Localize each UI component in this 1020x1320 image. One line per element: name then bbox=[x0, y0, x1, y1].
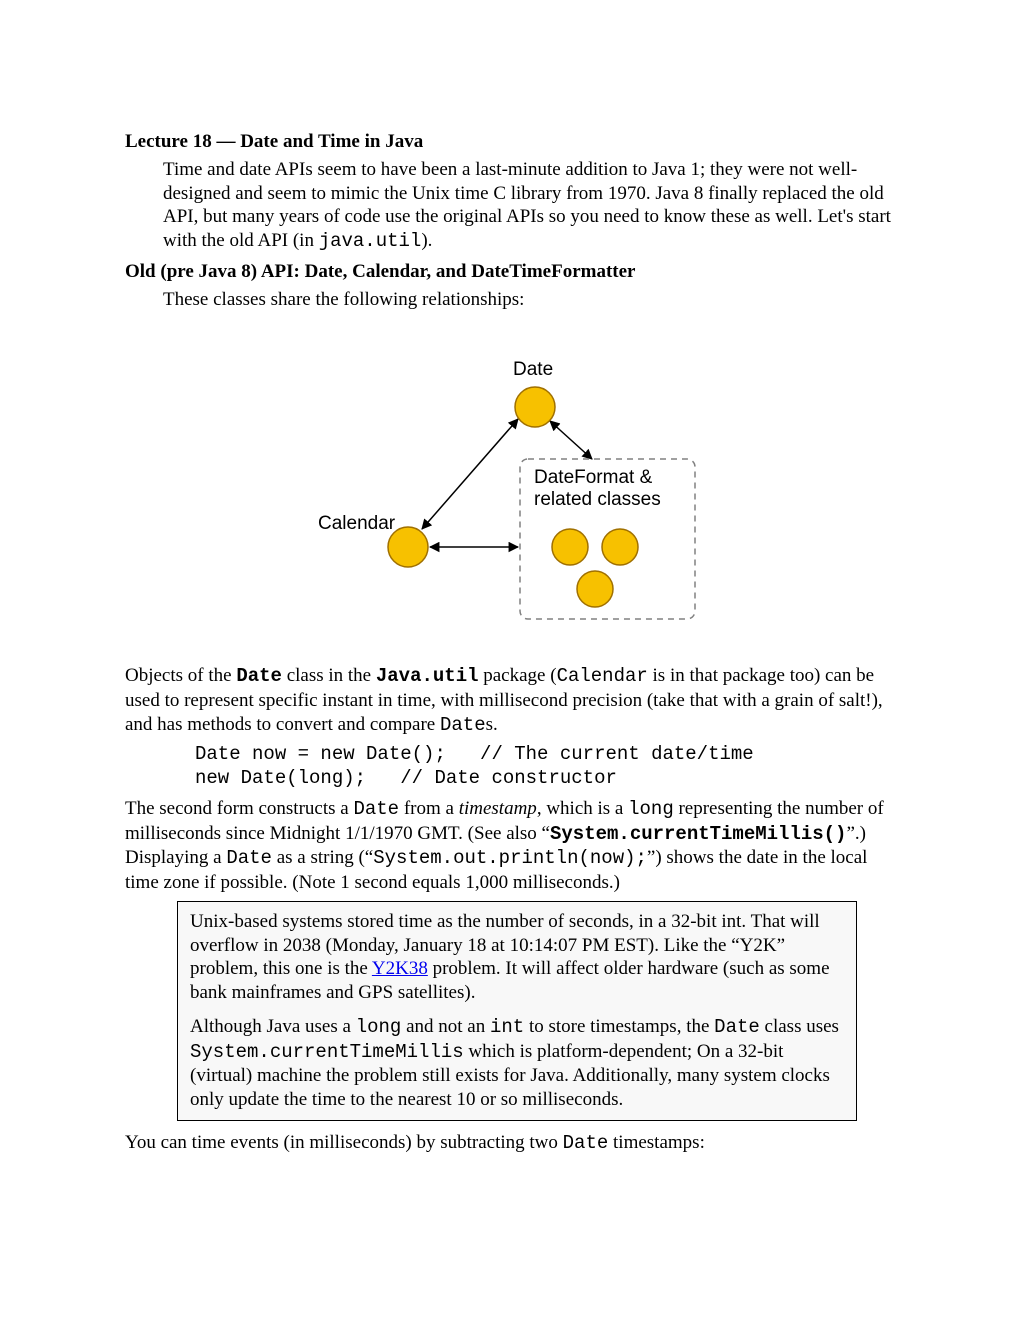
code-long: long bbox=[628, 798, 674, 820]
code-currenttimemillis: System.currentTimeMillis bbox=[190, 1041, 464, 1063]
text: The second form constructs a bbox=[125, 798, 353, 819]
text: from a bbox=[399, 798, 459, 819]
text: , which is a bbox=[537, 798, 628, 819]
intro-paragraph: Time and date APIs seem to have been a l… bbox=[163, 158, 895, 254]
text: class uses bbox=[760, 1016, 839, 1037]
text: You can time events (in milliseconds) by… bbox=[125, 1132, 563, 1153]
intro-text-2: ). bbox=[421, 230, 432, 251]
text: as a string (“ bbox=[272, 847, 373, 868]
code-date: Date bbox=[353, 798, 399, 820]
note-paragraph-2: Although Java uses a long and not an int… bbox=[190, 1015, 844, 1112]
text: s. bbox=[486, 714, 498, 735]
text: package ( bbox=[479, 665, 557, 686]
section-intro: These classes share the following relati… bbox=[163, 288, 895, 312]
svg-text:DateFormat &: DateFormat & bbox=[534, 467, 653, 488]
note-paragraph-1: Unix-based systems stored time as the nu… bbox=[190, 910, 844, 1005]
body-paragraph-1: Objects of the Date class in the Java.ut… bbox=[125, 664, 895, 737]
intro-code-1: java.util bbox=[319, 230, 422, 252]
code-date: Date bbox=[563, 1132, 609, 1154]
text: Objects of the bbox=[125, 665, 236, 686]
y2k38-link[interactable]: Y2K38 bbox=[372, 958, 428, 979]
code-block-constructors: Date now = new Date(); // The current da… bbox=[195, 743, 895, 791]
svg-text:Calendar: Calendar bbox=[318, 513, 396, 534]
svg-text:Date: Date bbox=[513, 359, 553, 380]
page-title: Lecture 18 — Date and Time in Java bbox=[125, 130, 895, 154]
code-date-2: Date bbox=[226, 847, 272, 869]
text: Although Java uses a bbox=[190, 1016, 356, 1037]
page: Lecture 18 — Date and Time in Java Time … bbox=[0, 0, 1020, 1320]
text: and not an bbox=[401, 1016, 490, 1037]
code-date: Date bbox=[236, 665, 282, 687]
code-currenttimemillis: System.currentTimeMillis() bbox=[550, 823, 846, 845]
svg-text:related classes: related classes bbox=[534, 489, 661, 510]
diagram-svg: Date Calendar DateFormat &related classes bbox=[300, 329, 720, 629]
code-int: int bbox=[490, 1016, 524, 1038]
code-calendar: Calendar bbox=[557, 665, 648, 687]
body-paragraph-3: You can time events (in milliseconds) by… bbox=[125, 1131, 895, 1156]
code-println: System.out.println(now); bbox=[373, 847, 647, 869]
body-paragraph-2: The second form constructs a Date from a… bbox=[125, 797, 895, 895]
note-box: Unix-based systems stored time as the nu… bbox=[177, 901, 857, 1121]
text: class in the bbox=[282, 665, 376, 686]
code-javautil: Java.util bbox=[376, 665, 479, 687]
text: to store timestamps, the bbox=[524, 1016, 714, 1037]
italic-timestamp: timestamp bbox=[459, 798, 537, 819]
code-long: long bbox=[356, 1016, 402, 1038]
text: timestamps: bbox=[608, 1132, 705, 1153]
code-date: Date bbox=[714, 1016, 760, 1038]
relationship-diagram: Date Calendar DateFormat &related classes bbox=[125, 329, 895, 636]
intro-text-1: Time and date APIs seem to have been a l… bbox=[163, 159, 891, 251]
code-dates: Date bbox=[440, 714, 486, 736]
section-heading: Old (pre Java 8) API: Date, Calendar, an… bbox=[125, 260, 895, 284]
